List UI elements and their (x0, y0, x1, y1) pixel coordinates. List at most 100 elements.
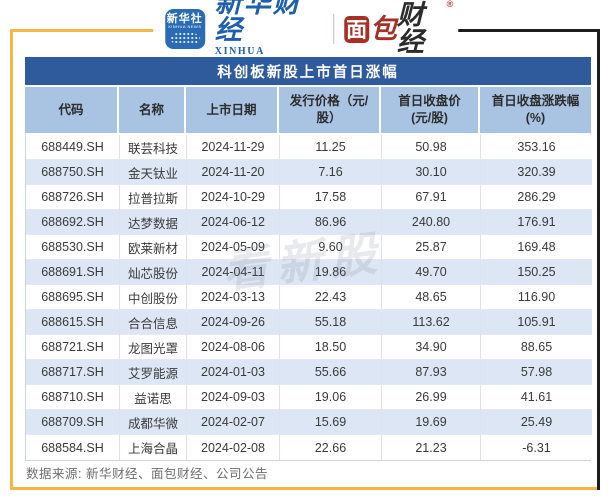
table-cell: 25.87 (382, 235, 481, 260)
table-cell: 67.91 (382, 185, 481, 210)
table-cell: 26.99 (382, 385, 481, 410)
xinhua-finance-wordmark: 新华财经 XINHUA FINANCE (215, 0, 324, 68)
breadfinance-box-char: 面 (344, 15, 369, 43)
table-row: 688709.SH 成都华微 2024-02-07 15.69 19.69 25.49 (26, 410, 592, 435)
table-cell: 19.86 (280, 260, 382, 285)
breadfinance-wordmark: 面 包 财经 ® (344, 0, 453, 57)
table-cell: 7.16 (280, 160, 382, 185)
table-cell: 金天钛业 (120, 160, 187, 185)
table-cell: 150.25 (481, 260, 592, 285)
table-cell: 9.60 (280, 235, 382, 260)
table-cell: 欧莱新材 (120, 235, 187, 260)
xinhua-icon-text: 新华社 (166, 13, 203, 25)
table-cell: 11.25 (280, 135, 382, 160)
xinhua-agency-logo-icon: 新华社 XINHUA NEWS (164, 9, 205, 49)
table-row: 688695.SH 中创股份 2024-03-13 22.43 48.65 116.90 (26, 285, 592, 310)
table-cell: 688717.SH (26, 360, 120, 385)
table-row: 688721.SH 龙图光罩 2024-08-06 18.50 34.90 88.65 (26, 335, 592, 360)
frame-top-left-line (10, 29, 186, 32)
brand-divider (333, 14, 335, 44)
table-cell: 688615.SH (26, 310, 120, 335)
table-cell: 49.70 (382, 260, 481, 285)
table-cell: 2024-01-03 (187, 360, 280, 385)
table-cell: 116.90 (481, 285, 592, 310)
table-cell: 18.50 (280, 335, 382, 360)
table-cell: 688709.SH (26, 410, 120, 435)
table-cell: 17.58 (280, 185, 382, 210)
table-title: 科创板新股上市首日涨幅 (25, 57, 591, 85)
frame-left-line (10, 29, 13, 490)
table-cell: 87.93 (382, 360, 481, 385)
data-source-note: 数据来源: 新华财经、面包财经、公司公告 (26, 467, 268, 481)
table-cell: 50.98 (382, 135, 481, 160)
table-header-cell: 代码 (25, 87, 119, 133)
table-row: 688449.SH 联芸科技 2024-11-29 11.25 50.98 353.16 (26, 135, 592, 160)
stock-table: 科创板新股上市首日涨幅 代码 名称 上市日期 发行价格（元/股） 首日收盘价 (元/股)… (25, 57, 592, 461)
table-header-row: 代码 名称 上市日期 发行价格（元/股） 首日收盘价 (元/股) 首日收盘涨跌幅 (%) (25, 87, 591, 133)
table-cell: 2024-10-29 (187, 185, 280, 210)
table-row: 688691.SH 灿芯股份 2024-04-11 19.86 49.70 150.25 (26, 260, 592, 285)
table-cell: 30.10 (382, 160, 481, 185)
table-cell: 2024-11-29 (187, 135, 280, 160)
table-cell: 353.16 (481, 135, 592, 160)
table-cell: 688750.SH (26, 160, 120, 185)
breadfinance-rest-chars: 财经 (396, 0, 424, 57)
table-row: 688750.SH 金天钛业 2024-11-20 7.16 30.10 320.39 (26, 160, 592, 185)
table-header-cell: 名称 (119, 87, 186, 133)
table-cell: 320.39 (481, 160, 592, 185)
table-cell: 灿芯股份 (120, 260, 187, 285)
breadfinance-second-char: 包 (369, 13, 397, 44)
table-cell: 15.69 (280, 410, 382, 435)
table-cell: 益诺思 (120, 385, 187, 410)
table-cell: 41.61 (481, 385, 592, 410)
table-cell: 2024-04-11 (187, 260, 280, 285)
table-cell: 688721.SH (26, 335, 120, 360)
table-cell: 688692.SH (26, 210, 120, 235)
table-cell: 55.18 (280, 310, 382, 335)
table-cell: 286.29 (481, 185, 592, 210)
table-cell: 25.49 (481, 410, 592, 435)
table-cell: 22.43 (280, 285, 382, 310)
table-cell: 22.66 (280, 435, 382, 460)
xinhua-icon-globe-dots (169, 31, 200, 45)
table-cell: 19.06 (280, 385, 382, 410)
table-cell: 688449.SH (26, 135, 120, 160)
table-cell: 113.62 (382, 310, 481, 335)
table-cell: 拉普拉斯 (120, 185, 187, 210)
table-cell: 57.98 (481, 360, 592, 385)
table-cell: 2024-02-08 (187, 435, 280, 460)
table-cell: 龙图光罩 (120, 335, 187, 360)
table-cell: 19.69 (382, 410, 481, 435)
table-cell: 688691.SH (26, 260, 120, 285)
frame-right-line (597, 29, 600, 490)
xinhua-finance-name-en: XINHUA FINANCE (214, 46, 272, 68)
table-cell: 2024-11-20 (187, 160, 280, 185)
xinhua-icon-subtext: XINHUA NEWS (167, 24, 202, 30)
brand-header: 新华社 XINHUA NEWS 新华财经 XINHUA FINANCE 面 包 … (152, 0, 459, 68)
frame-bottom-line (10, 487, 600, 490)
table-cell: 105.91 (481, 310, 592, 335)
table-cell: 688710.SH (26, 385, 120, 410)
table-cell: 86.96 (280, 210, 382, 235)
registered-mark-icon: ® (446, 0, 454, 9)
table-cell: 48.65 (382, 285, 481, 310)
table-row: 688717.SH 艾罗能源 2024-01-03 55.66 87.93 57.98 (26, 360, 592, 385)
table-cell: 达梦数据 (120, 210, 187, 235)
table-cell: 合合信息 (120, 310, 187, 335)
table-cell: 240.80 (382, 210, 481, 235)
table-cell: 联芸科技 (120, 135, 187, 160)
table-header-cell: 上市日期 (186, 87, 279, 133)
table-cell: 176.91 (481, 210, 592, 235)
table-row: 688692.SH 达梦数据 2024-06-12 86.96 240.80 176.91 (26, 210, 592, 235)
table-cell: 2024-02-07 (187, 410, 280, 435)
table-cell: 中创股份 (120, 285, 187, 310)
table-cell: 34.90 (382, 335, 481, 360)
table-cell: 2024-08-06 (187, 335, 280, 360)
table-cell: -6.31 (481, 435, 592, 460)
table-cell: 55.66 (280, 360, 382, 385)
table-cell: 688726.SH (26, 185, 120, 210)
table-header-cell: 发行价格（元/股） (279, 87, 381, 133)
table-cell: 688584.SH (26, 435, 120, 460)
table-row: 688530.SH 欧莱新材 2024-05-09 9.60 25.87 169.48 (26, 235, 592, 260)
table-header-cell: 首日收盘价 (元/股) (381, 87, 480, 133)
